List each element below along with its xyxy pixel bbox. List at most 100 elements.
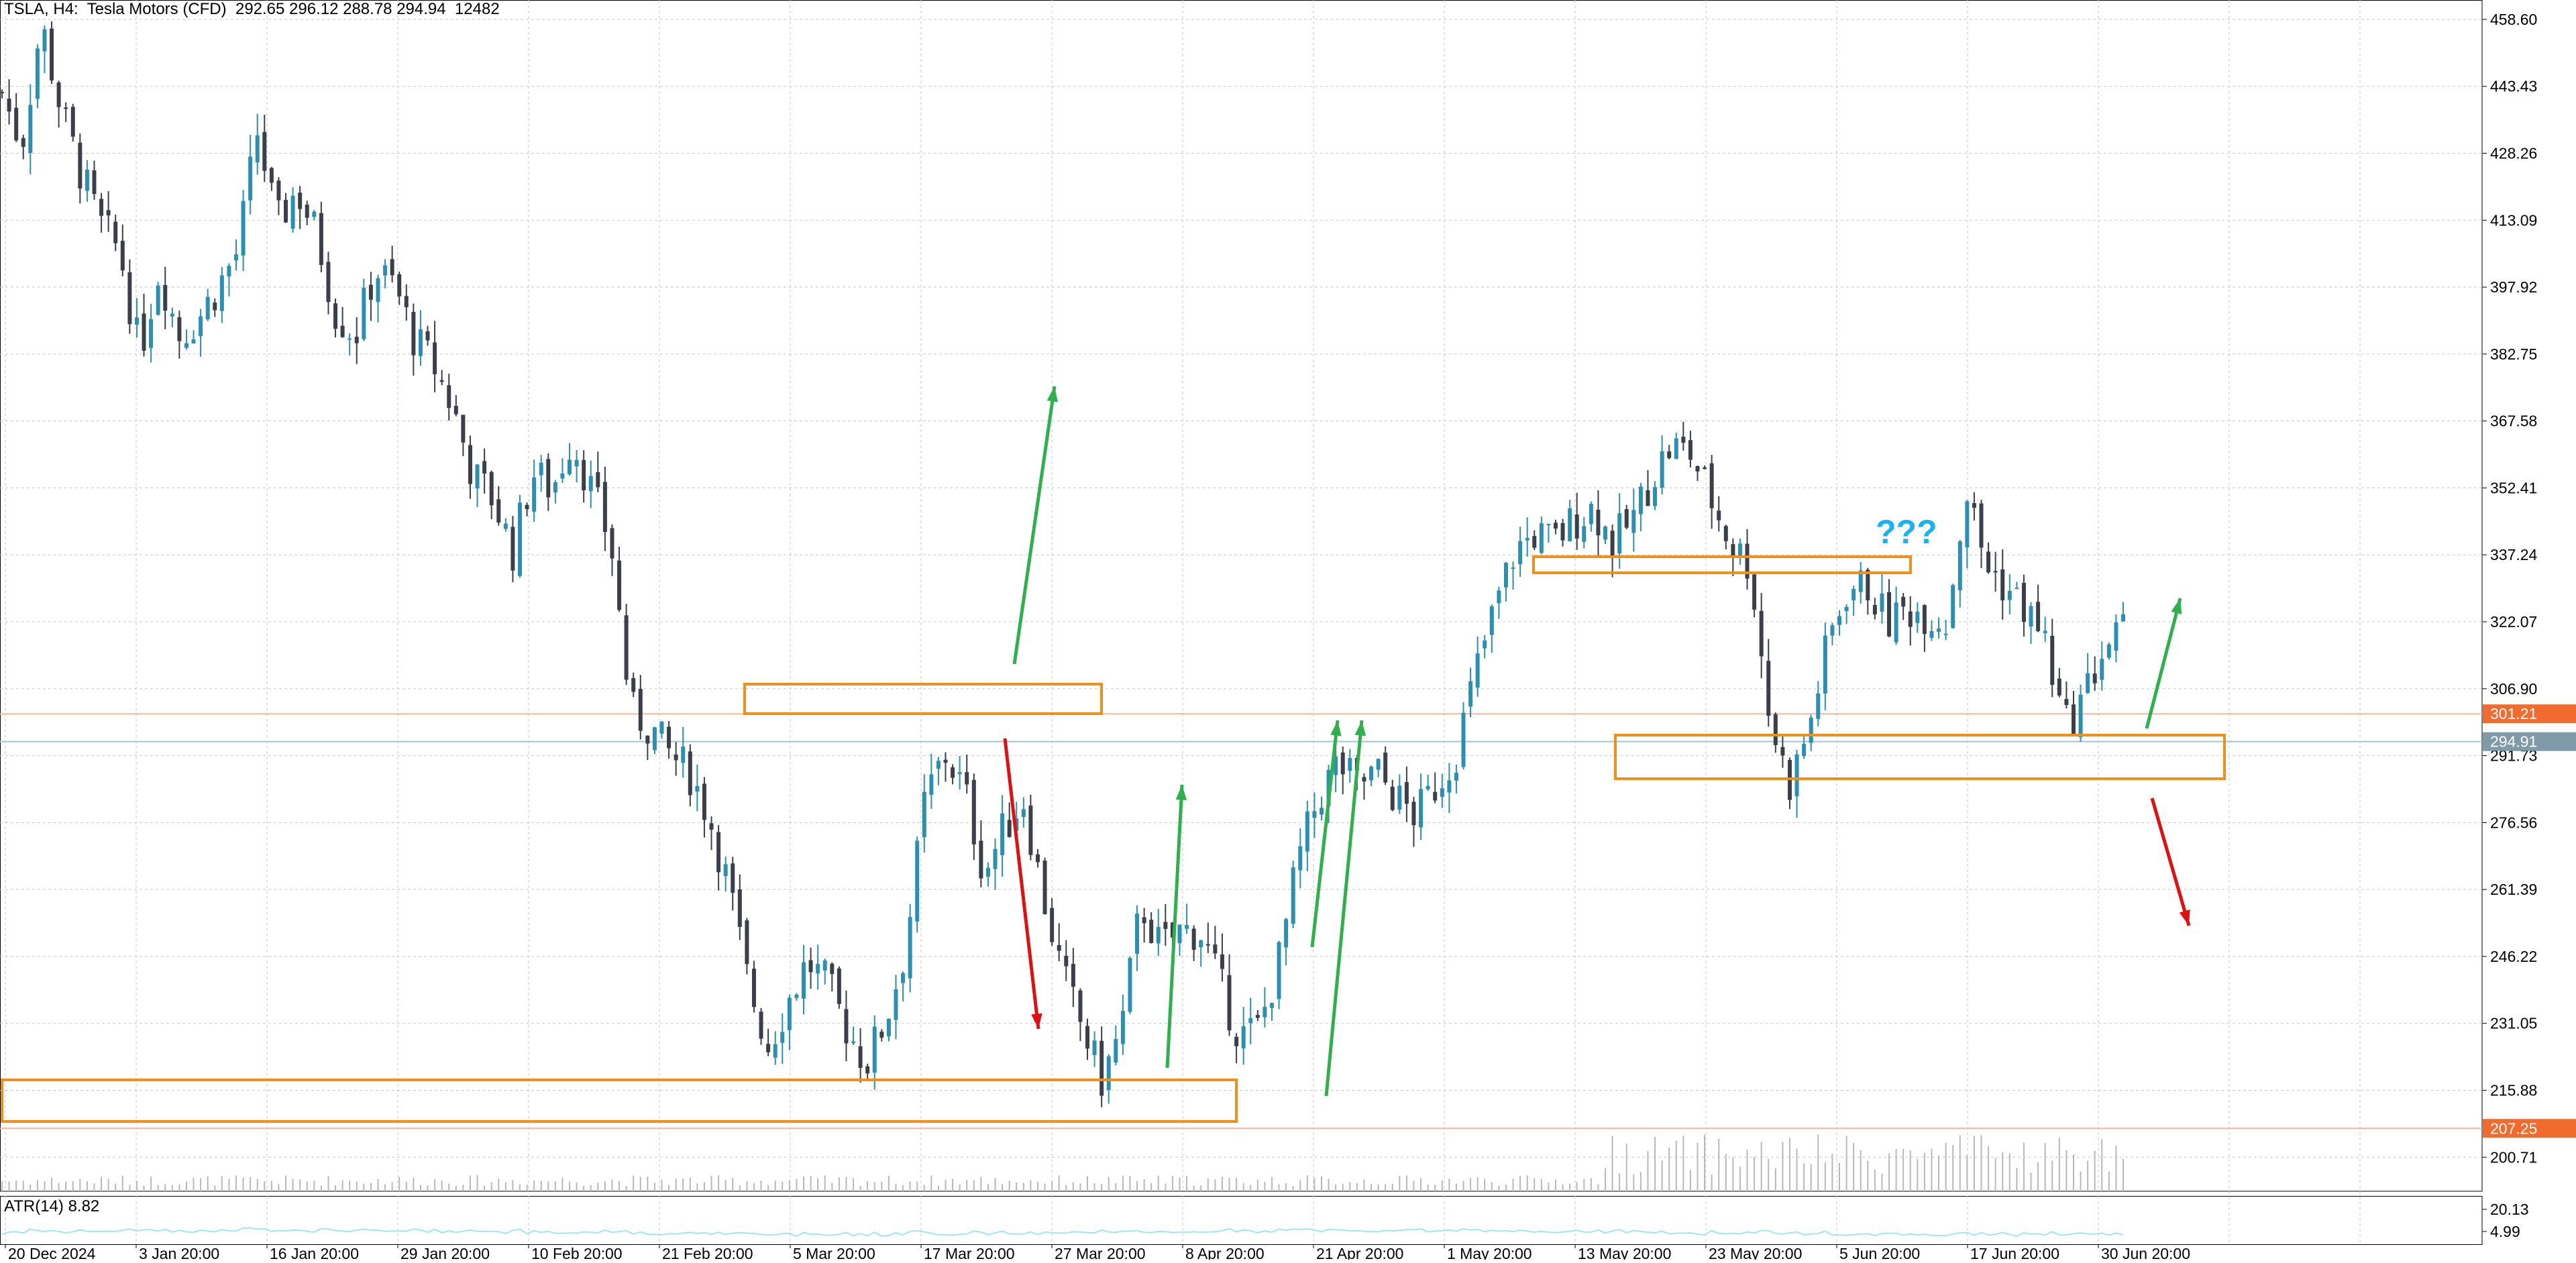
x-tick-label: 16 Jan 20:00 <box>270 1245 359 1260</box>
candle-body <box>588 476 593 492</box>
candle-body <box>1695 465 1700 472</box>
candle-body <box>1717 510 1721 520</box>
candle-body <box>7 99 11 112</box>
candle-body <box>1667 451 1672 458</box>
candle-body <box>681 747 686 763</box>
annotation-question: ??? <box>1876 513 1937 551</box>
atr-label: ATR(14) 8.82 <box>4 1197 100 1215</box>
candle-body <box>21 138 25 148</box>
candles <box>0 21 2125 1107</box>
candle-body <box>1340 752 1345 775</box>
candle-body <box>1660 451 1664 488</box>
candle-body <box>14 107 19 141</box>
candle-body <box>645 735 650 744</box>
candle-body <box>1404 782 1409 804</box>
candle-body <box>1106 1056 1111 1090</box>
candle-body <box>1390 786 1395 810</box>
candle-body <box>1334 756 1338 775</box>
candle-body <box>879 1032 884 1038</box>
candle-body <box>1071 964 1075 987</box>
candle-body <box>553 482 557 493</box>
candle-body <box>1028 806 1033 855</box>
candle-body <box>951 767 955 778</box>
candle-body <box>1007 820 1012 837</box>
candle-body <box>1177 924 1182 944</box>
candle-body <box>568 459 572 474</box>
y-tick-label: 246.22 <box>2490 948 2537 965</box>
candle-body <box>1851 589 1856 601</box>
arrow-head <box>1046 386 1058 402</box>
candle-body <box>1241 1026 1246 1048</box>
x-tick-label: 17 Mar 20:00 <box>924 1245 1015 1260</box>
candle-body <box>120 240 125 271</box>
candle-body <box>248 156 253 201</box>
candle-body <box>1887 592 1892 637</box>
y-tick-label: 200.71 <box>2490 1148 2537 1166</box>
candle-body <box>2029 606 2033 627</box>
candle-body <box>1979 503 1984 548</box>
candle-body <box>1383 753 1388 783</box>
candle-body <box>2021 582 2026 622</box>
candle-body <box>42 29 47 52</box>
y-tick-label: 352.41 <box>2490 479 2537 496</box>
candle-body <box>2015 588 2019 590</box>
candle-body <box>1213 944 1218 954</box>
y-tick-label: 261.39 <box>2490 881 2537 898</box>
candle-body <box>425 331 430 341</box>
candle-body <box>99 199 104 216</box>
candle-body <box>908 917 912 979</box>
y-tick-label: 413.09 <box>2490 211 2537 229</box>
x-tick-label: 8 Apr 20:00 <box>1185 1245 1265 1260</box>
arrow-head <box>1031 1013 1042 1029</box>
y-tick-label: 458.60 <box>2490 11 2537 28</box>
candle-body <box>1291 867 1295 924</box>
candle-body <box>149 319 154 348</box>
candle-body <box>638 689 643 731</box>
candle-body <box>269 168 274 183</box>
candle-body <box>631 677 636 692</box>
candle-body <box>1922 605 1927 635</box>
candle-body <box>1802 744 1807 757</box>
candle-body <box>1419 789 1424 828</box>
candle-body <box>106 210 111 216</box>
candle-body <box>1369 767 1374 781</box>
x-tick-label: 17 Jun 20:00 <box>1970 1245 2059 1260</box>
candle-body <box>312 211 317 217</box>
candle-body <box>1433 791 1438 801</box>
candle-body <box>177 317 182 341</box>
candle-body <box>1099 1040 1104 1096</box>
candle-body <box>1085 1026 1090 1049</box>
candle-body <box>1965 501 1970 547</box>
candle-body <box>404 296 409 308</box>
price-tag-box <box>2483 732 2576 751</box>
candle-body <box>368 284 373 300</box>
candle-body <box>1468 681 1473 707</box>
candle-body <box>1880 593 1884 612</box>
candle-body <box>56 82 61 107</box>
y-tick-label: 443.43 <box>2490 78 2537 95</box>
candle-body <box>1674 438 1678 459</box>
candle-body <box>1248 1018 1253 1024</box>
candle-body <box>219 275 224 311</box>
atr-frame <box>0 1196 2483 1245</box>
candle-body <box>865 1066 870 1074</box>
candle-body <box>354 337 359 343</box>
candle-body <box>298 193 303 209</box>
candle-body <box>255 135 260 162</box>
candle-body <box>1574 514 1579 539</box>
candle-body <box>411 312 416 355</box>
candle-body <box>390 259 394 276</box>
candle-body <box>227 266 231 277</box>
x-tick-label: 3 Jan 20:00 <box>139 1245 219 1260</box>
candle-body <box>2121 614 2125 622</box>
candle-body <box>985 867 990 877</box>
candle-body <box>532 477 537 512</box>
candle-body <box>1624 509 1629 528</box>
candle-body <box>1709 463 1714 508</box>
candle-body <box>1511 567 1515 569</box>
y-tick-label: 215.88 <box>2490 1082 2537 1099</box>
candle-body <box>929 774 934 795</box>
x-tick-label: 20 Dec 2024 <box>8 1245 96 1260</box>
candle-body <box>64 107 68 109</box>
